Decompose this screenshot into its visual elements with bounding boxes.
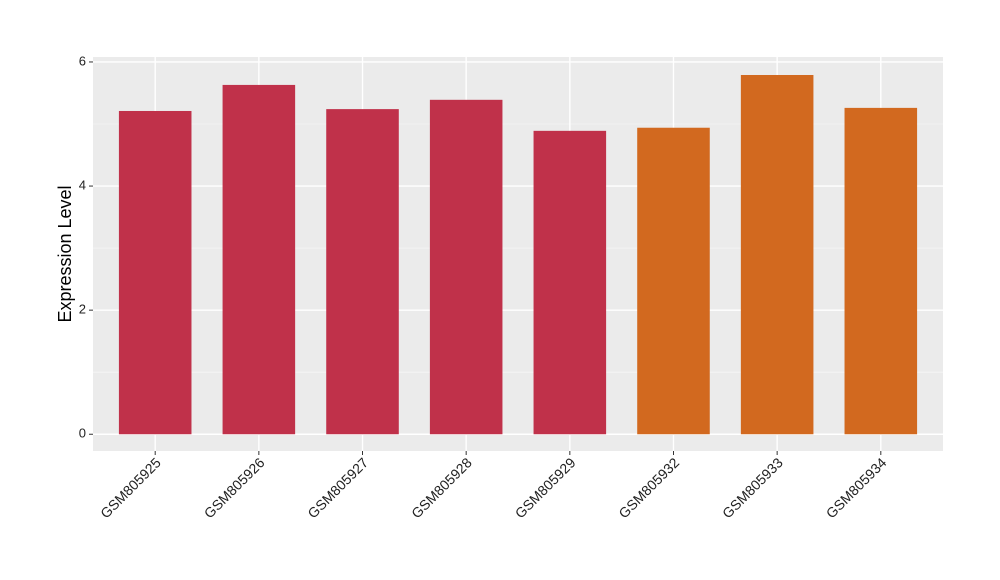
bar — [844, 107, 918, 435]
x-tick-label: GSM805925 — [97, 454, 164, 521]
y-tick-label: 0 — [79, 426, 86, 441]
bar — [740, 74, 814, 435]
bar — [326, 109, 399, 435]
x-tick-label: GSM805926 — [201, 454, 268, 521]
x-tick-label: GSM805934 — [823, 454, 890, 521]
bar — [533, 130, 607, 435]
bar — [118, 110, 192, 435]
x-tick-label: GSM805928 — [408, 454, 475, 521]
y-tick-label: 4 — [79, 177, 86, 192]
panel — [93, 57, 943, 451]
x-tick-label: GSM805933 — [719, 454, 786, 521]
bar — [637, 127, 710, 435]
x-tick-label: GSM805929 — [512, 454, 579, 521]
bar — [429, 99, 503, 435]
y-tick-label: 6 — [79, 53, 86, 68]
y-axis-title: Expression Level — [55, 185, 75, 322]
bar — [222, 84, 296, 435]
x-tick-label: GSM805927 — [304, 454, 371, 521]
y-tick-label: 2 — [79, 302, 86, 317]
x-tick-label: GSM805932 — [615, 454, 682, 521]
